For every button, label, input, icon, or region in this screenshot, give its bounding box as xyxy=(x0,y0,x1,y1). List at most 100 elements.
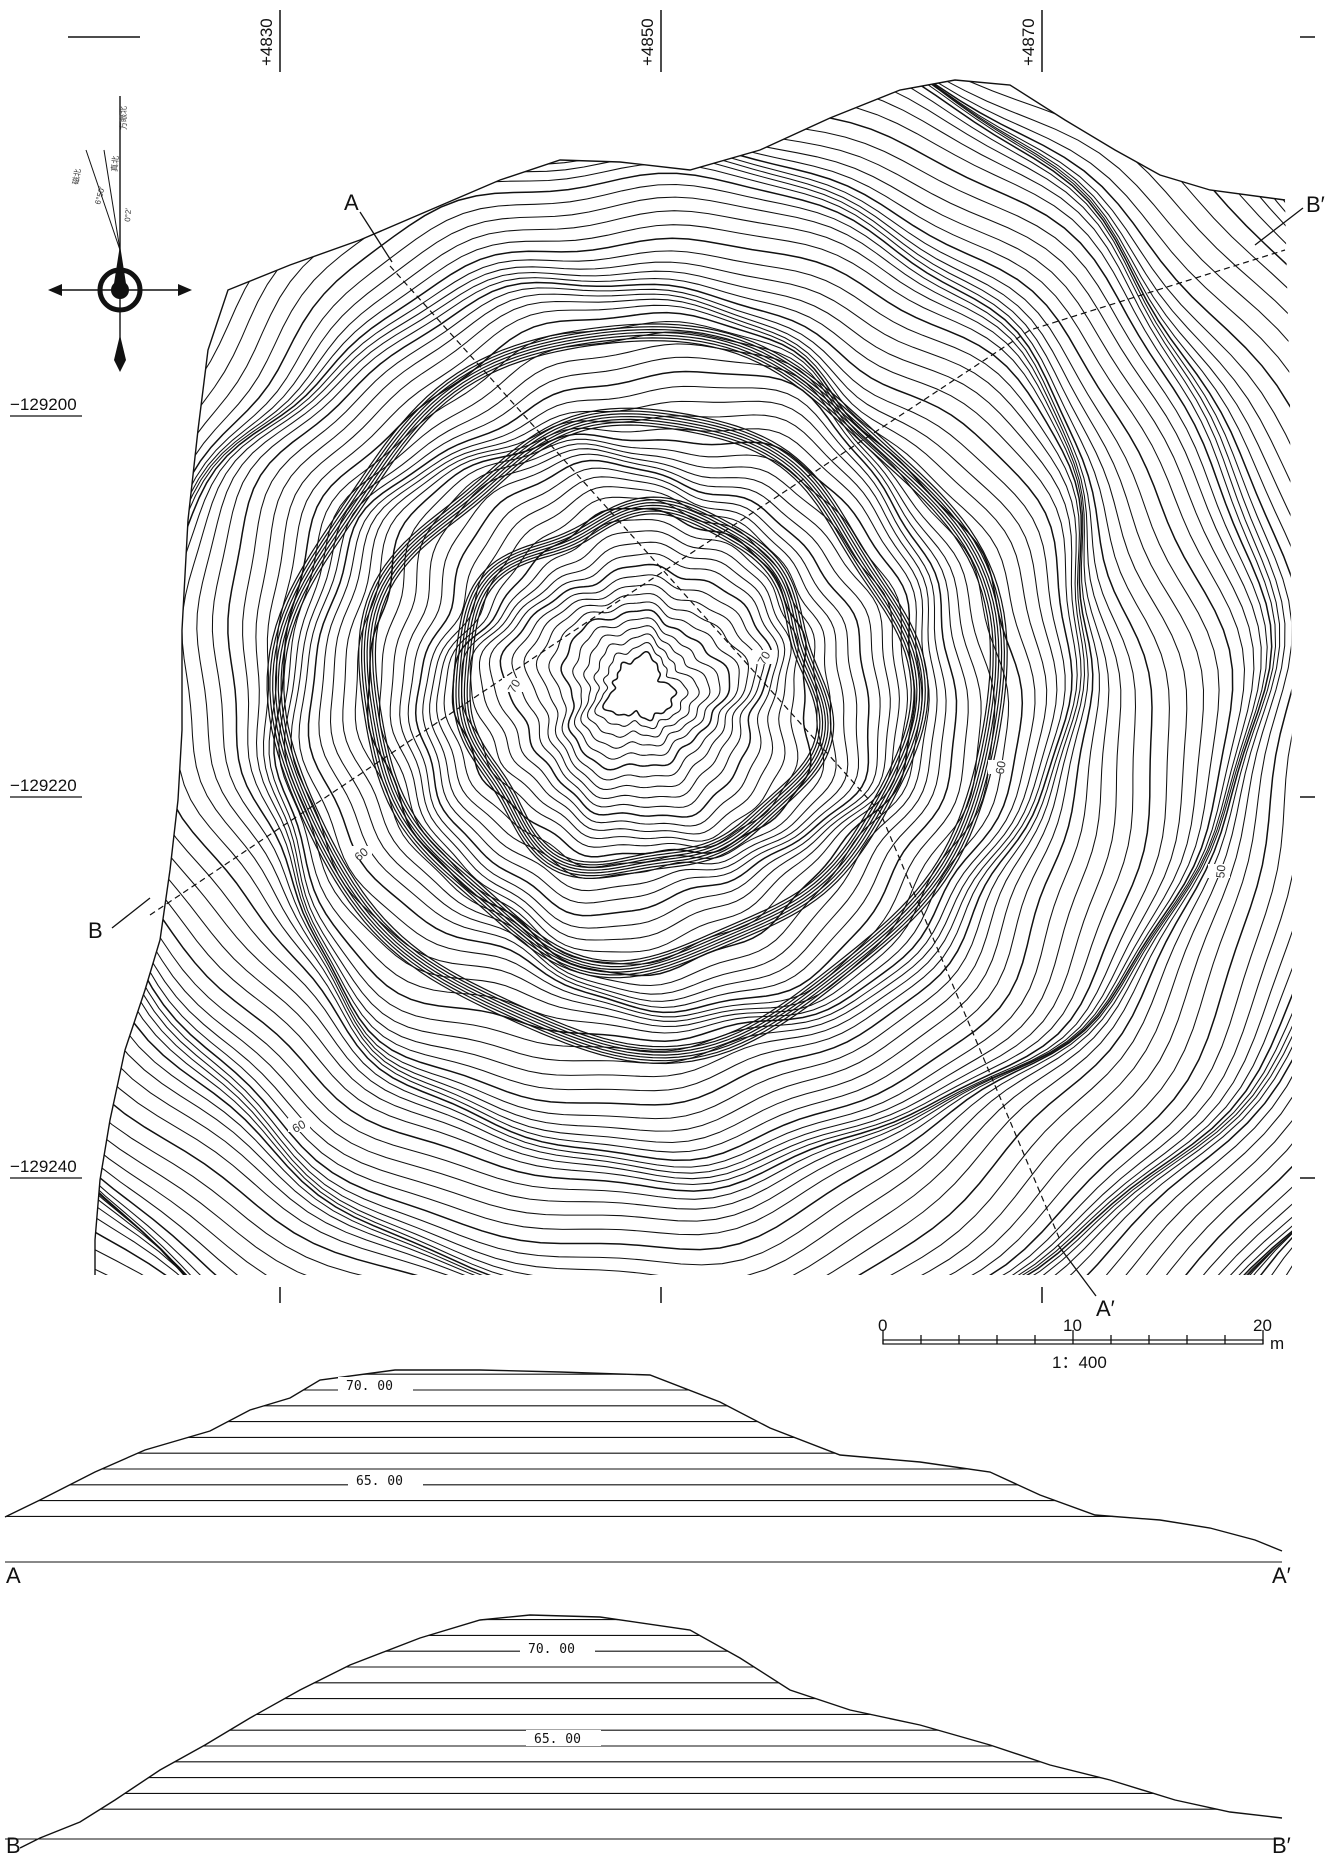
contour-label: 70 xyxy=(505,677,524,696)
contour-line xyxy=(95,80,1292,1275)
scale-bar: 0 10 20 m 1：400 xyxy=(878,1316,1284,1372)
scale-ratio: 1：400 xyxy=(1052,1353,1107,1372)
contour-line xyxy=(422,467,860,904)
scale-ticks xyxy=(882,1330,1264,1344)
contour-line xyxy=(95,80,1292,1275)
terrace-line xyxy=(283,340,992,1048)
magnetic-north-line xyxy=(85,149,121,251)
contour-line xyxy=(95,128,1255,1275)
contour-line xyxy=(95,80,1292,1275)
terrace-line xyxy=(369,418,918,968)
contour-label: 60 xyxy=(290,1117,309,1136)
contour-label: 50 xyxy=(1213,864,1228,879)
terrace-line xyxy=(280,337,994,1051)
contour-line xyxy=(572,617,721,760)
contour-line xyxy=(318,385,947,1009)
scale-tick-label: 10 xyxy=(1063,1316,1082,1335)
scale-tick-label: 20 xyxy=(1253,1316,1272,1335)
ground-profile xyxy=(4,1369,1283,1552)
compass-center xyxy=(111,281,129,299)
contour-line xyxy=(262,298,1048,1064)
contour-line xyxy=(95,120,1262,1275)
contour-line xyxy=(586,633,700,738)
terrace-line xyxy=(272,328,1003,1059)
grid-label-y: −129220 xyxy=(10,776,77,795)
contour-label: 70 xyxy=(755,649,774,668)
leader-line xyxy=(359,211,393,263)
contour-line xyxy=(429,476,849,892)
section-b-start-label: B xyxy=(6,1833,21,1856)
arrow-head-south xyxy=(114,335,126,372)
contour-line xyxy=(488,552,779,827)
section-a-end-label: A′ xyxy=(1272,1563,1291,1588)
contour-line xyxy=(443,496,825,868)
contour-line xyxy=(478,541,786,835)
contour-line xyxy=(329,400,938,1002)
contour-line xyxy=(469,530,792,842)
contour-line xyxy=(227,281,1073,1106)
north-label: 真北 xyxy=(109,155,120,172)
contour-line xyxy=(133,210,1110,1174)
section-b-lines xyxy=(5,1614,1283,1849)
section-line-b xyxy=(149,249,1286,916)
section-markers: A B′ B A′ xyxy=(88,190,1325,1321)
terrace-line xyxy=(366,415,921,970)
north-label: 磁北 xyxy=(70,168,83,185)
contour-line xyxy=(436,486,837,880)
grid-label-x: +4850 xyxy=(638,18,657,66)
compass-ring xyxy=(97,267,143,313)
north-arrow: 方眼北 磁北 真北 6°50′ 0°2′ xyxy=(48,96,192,372)
contour-line xyxy=(414,459,870,917)
terrace-line xyxy=(371,421,915,965)
grid-label-y: −129240 xyxy=(10,1157,77,1176)
true-north-line xyxy=(103,149,121,251)
marker-a-prime: A′ xyxy=(1096,1296,1115,1321)
contour-line xyxy=(95,110,1268,1275)
section-b-end-label: B′ xyxy=(1272,1833,1291,1856)
contour-line xyxy=(511,574,766,808)
terrace-line xyxy=(461,504,827,871)
contour-line xyxy=(399,448,891,941)
contour-line xyxy=(560,609,731,771)
contour-line xyxy=(95,80,1292,1275)
contour-line xyxy=(95,80,1292,1275)
grid-label-x: +4870 xyxy=(1019,18,1038,66)
contour-line xyxy=(548,601,740,781)
contour-map: 70 70 60 60 50 60 xyxy=(94,79,1292,1275)
contour-line xyxy=(100,163,1170,1200)
section-a-lines xyxy=(4,1369,1283,1563)
contour-line xyxy=(354,427,923,987)
terrace-line xyxy=(358,407,929,979)
contour-line xyxy=(602,650,678,722)
contour-lines xyxy=(95,80,1292,1275)
contour-elevation-labels: 70 70 60 60 50 60 xyxy=(288,649,1230,1136)
contour-line xyxy=(95,80,1292,1275)
marker-b-prime: B′ xyxy=(1306,192,1325,217)
terrace-line xyxy=(363,413,924,973)
section-b-profile: 70. 00 65. 00 B B′ xyxy=(5,1614,1291,1858)
terrace-line xyxy=(463,507,824,869)
contour-line xyxy=(95,80,1292,1275)
grid-frame: +4830 +4850 +4870 −129200 −129220 −12924… xyxy=(10,10,1315,1303)
contour-line xyxy=(95,80,1286,1275)
contour-line xyxy=(342,414,930,995)
contour-line xyxy=(95,80,1292,1275)
contour-line xyxy=(95,80,1292,1275)
section-elevation-label: 65. 00 xyxy=(534,1732,581,1747)
terrace-line xyxy=(277,334,997,1053)
contour-line xyxy=(283,331,996,1028)
terrace-line xyxy=(455,499,832,877)
contour-line xyxy=(95,80,1281,1275)
map-outline xyxy=(94,79,1286,1275)
contour-line xyxy=(95,80,1292,1275)
contour-line xyxy=(167,250,1089,1153)
contour-line xyxy=(242,287,1066,1092)
contour-line xyxy=(95,80,1292,1275)
contour-line xyxy=(389,443,900,953)
contour-line xyxy=(95,80,1292,1275)
grid-label-y: −129200 xyxy=(10,395,77,414)
contour-line xyxy=(95,80,1292,1275)
contour-line xyxy=(95,80,1292,1275)
